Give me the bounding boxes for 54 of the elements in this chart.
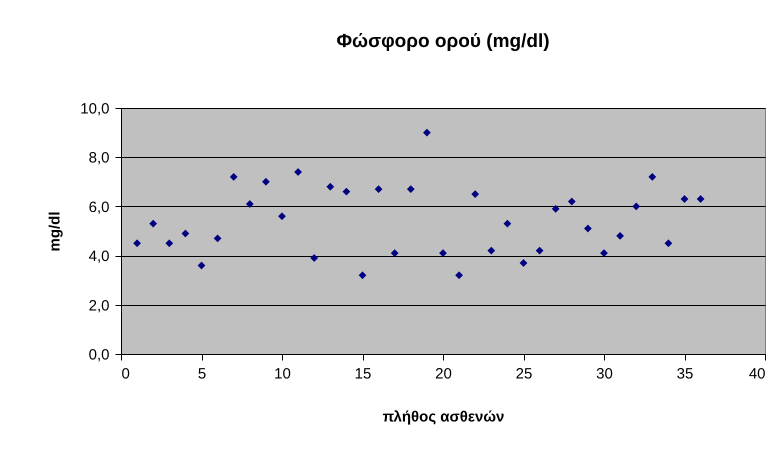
x-tick-label: 35	[676, 366, 694, 382]
x-tick-label: 5	[198, 366, 206, 382]
point	[165, 239, 174, 248]
x-tick-label: 30	[596, 366, 613, 382]
point	[536, 246, 544, 255]
point	[696, 195, 704, 203]
point	[182, 230, 190, 238]
point	[390, 249, 399, 258]
y-tick-label: 10,0	[80, 100, 110, 118]
point	[326, 182, 334, 191]
point	[133, 239, 141, 248]
point	[455, 271, 463, 280]
point	[568, 198, 576, 206]
y-axis-title: mg/dl	[46, 212, 64, 252]
point	[680, 195, 688, 203]
point	[198, 262, 206, 270]
point	[616, 232, 624, 240]
point	[632, 202, 640, 210]
y-tick-label: 4,0	[88, 248, 110, 266]
x-tick-label: 25	[516, 366, 532, 382]
point	[552, 204, 560, 213]
point	[294, 168, 302, 176]
point	[520, 259, 528, 267]
point	[664, 239, 672, 248]
y-tick-label: 2,0	[88, 297, 110, 314]
x-tick-label: 10	[274, 366, 291, 382]
point	[278, 212, 286, 220]
point	[374, 185, 382, 194]
point	[214, 234, 222, 242]
x-tick-label: 40	[748, 366, 766, 382]
point	[439, 249, 447, 258]
y-tick-label: 6,0	[88, 198, 110, 216]
point	[246, 200, 254, 208]
point	[423, 128, 431, 136]
point	[230, 173, 238, 181]
point	[648, 173, 656, 181]
point	[471, 190, 480, 198]
point	[504, 220, 512, 228]
point	[584, 224, 592, 232]
point	[342, 188, 350, 196]
point	[600, 249, 608, 258]
x-tick-label: 15	[354, 366, 372, 382]
y-tick-label: 0,0	[88, 346, 110, 364]
x-tick-label: 0	[122, 366, 130, 382]
point	[149, 220, 158, 228]
point	[358, 271, 366, 280]
point	[262, 178, 270, 186]
point	[406, 185, 415, 194]
point	[487, 246, 496, 255]
x-axis-title: πλήθος ασθενών	[382, 408, 504, 426]
chart-title: Φώσφορο ορού (mg/dl)	[336, 31, 550, 52]
point	[310, 254, 318, 262]
y-tick-label: 8,0	[88, 150, 110, 167]
x-tick-label: 20	[435, 366, 452, 382]
